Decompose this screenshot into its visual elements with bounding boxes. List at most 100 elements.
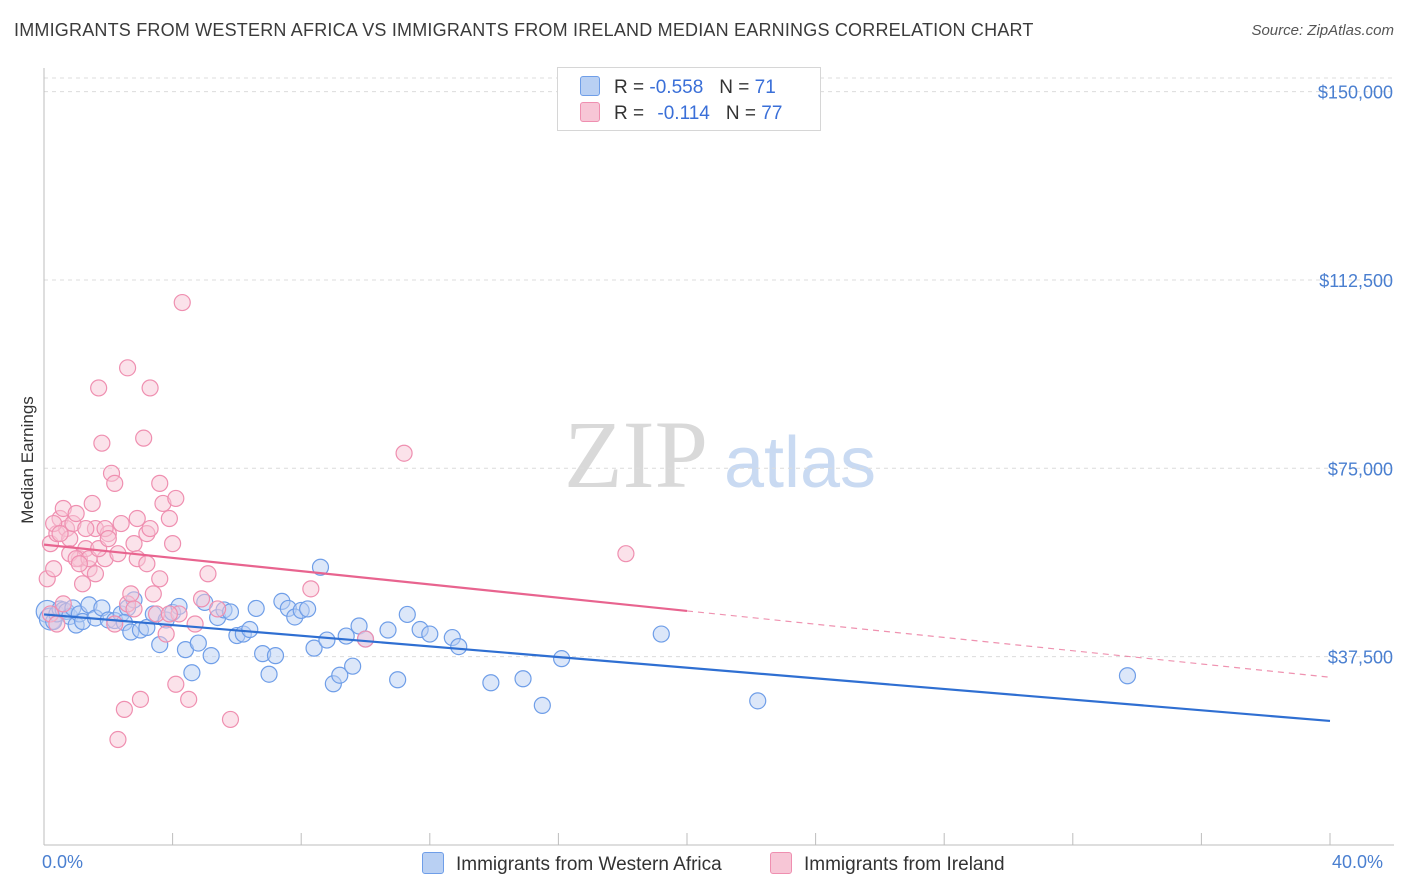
- point-ireland: [45, 560, 63, 578]
- n-label: N =: [725, 103, 756, 124]
- point-ireland: [180, 690, 198, 708]
- point-ireland: [122, 585, 140, 603]
- point-western-africa: [749, 692, 767, 710]
- point-ireland: [93, 434, 111, 452]
- watermark-zip: ZIP: [564, 401, 708, 508]
- data-points: [35, 293, 1137, 749]
- point-western-africa: [189, 634, 207, 652]
- point-ireland: [135, 429, 153, 447]
- point-western-africa: [652, 625, 670, 643]
- point-ireland: [151, 474, 169, 492]
- ireland-swatch: [580, 102, 600, 122]
- y-tick-label: $37,500: [1328, 648, 1393, 668]
- point-western-africa: [260, 665, 278, 683]
- point-western-africa: [241, 620, 259, 639]
- point-ireland: [67, 504, 85, 523]
- point-ireland: [77, 519, 95, 538]
- point-ireland: [70, 555, 88, 573]
- axes: [43, 68, 1394, 846]
- point-western-africa: [318, 631, 336, 649]
- point-ireland: [141, 519, 159, 538]
- y-tick-label: $150,000: [1318, 83, 1393, 103]
- n-value: 71: [754, 77, 776, 98]
- point-ireland: [192, 590, 211, 608]
- x-tick-label-max: 40.0%: [1332, 852, 1384, 872]
- r-label: R =: [614, 77, 645, 98]
- point-ireland: [125, 600, 143, 618]
- point-ireland: [167, 675, 185, 693]
- point-western-africa: [331, 666, 349, 684]
- point-ireland: [173, 293, 191, 312]
- western-africa-legend-swatch: [422, 852, 444, 874]
- point-ireland: [617, 545, 635, 563]
- source-credit: Source: ZipAtlas.com: [1251, 22, 1394, 39]
- point-ireland: [199, 565, 217, 583]
- point-ireland: [138, 555, 156, 573]
- point-ireland: [73, 575, 92, 593]
- western-africa-swatch: [580, 76, 600, 96]
- point-ireland: [395, 444, 413, 462]
- point-ireland: [186, 615, 204, 633]
- point-western-africa: [398, 605, 416, 624]
- point-ireland: [106, 474, 124, 492]
- point-western-africa: [299, 600, 317, 618]
- point-ireland: [54, 595, 72, 613]
- point-ireland: [144, 585, 162, 603]
- point-ireland: [128, 509, 146, 528]
- y-tick-label: $112,500: [1319, 271, 1393, 291]
- point-western-africa: [202, 647, 220, 665]
- trend-lines: [43, 543, 1331, 723]
- legend-label: Immigrants from Ireland: [804, 854, 1005, 875]
- point-ireland: [109, 730, 127, 749]
- point-western-africa: [183, 664, 201, 682]
- stats-legend: R = -0.558 N = 71 R = -0.114 N = 77: [557, 67, 821, 131]
- point-ireland: [302, 580, 320, 598]
- point-ireland: [112, 514, 130, 533]
- point-western-africa: [379, 621, 397, 639]
- ireland-legend-swatch: [770, 852, 792, 874]
- r-value: -0.114: [657, 103, 710, 124]
- trend-line-western-africa: [43, 613, 1331, 723]
- n-label: N =: [719, 77, 750, 98]
- stats-row-western-africa: R = -0.558 N = 71: [580, 76, 776, 98]
- point-western-africa: [1118, 667, 1137, 685]
- chart-title: IMMIGRANTS FROM WESTERN AFRICA VS IMMIGR…: [14, 20, 1034, 40]
- point-ireland: [106, 615, 124, 633]
- legend-item-western-africa[interactable]: Immigrants from Western Africa: [422, 852, 722, 876]
- point-western-africa: [247, 599, 265, 618]
- point-western-africa: [344, 657, 362, 675]
- y-tick-labels: $150,000 $112,500 $75,000 $37,500: [1318, 83, 1393, 668]
- point-ireland: [221, 710, 240, 729]
- point-ireland: [86, 565, 105, 583]
- point-western-africa: [266, 647, 285, 665]
- point-ireland: [90, 379, 108, 397]
- legend-item-ireland[interactable]: Immigrants from Ireland: [770, 852, 1005, 876]
- stats-row-ireland: R = -0.114 N = 77: [580, 102, 782, 124]
- r-value: -0.558: [649, 77, 704, 98]
- y-tick-label: $75,000: [1328, 459, 1393, 479]
- point-western-africa: [533, 696, 551, 714]
- point-western-africa: [514, 670, 532, 688]
- trend-line-ireland: [43, 543, 688, 613]
- point-ireland: [115, 700, 133, 718]
- point-ireland: [118, 359, 137, 377]
- point-western-africa: [389, 671, 407, 689]
- point-ireland: [157, 625, 175, 643]
- point-ireland: [151, 570, 169, 588]
- point-western-africa: [482, 674, 500, 692]
- series-legend: Immigrants from Western Africa Immigrant…: [0, 852, 1406, 878]
- point-ireland: [167, 489, 185, 508]
- x-tick-label-min: 0.0%: [42, 852, 84, 872]
- r-label: R =: [614, 103, 645, 124]
- legend-label: Immigrants from Western Africa: [456, 854, 722, 875]
- point-ireland: [209, 600, 227, 618]
- point-western-africa: [311, 558, 330, 576]
- point-ireland: [164, 535, 182, 553]
- point-ireland: [83, 494, 101, 513]
- grid-lines: [44, 77, 1394, 658]
- point-ireland: [160, 605, 178, 623]
- point-western-africa: [421, 625, 439, 643]
- watermark-atlas: atlas: [724, 423, 876, 503]
- point-ireland: [131, 690, 150, 708]
